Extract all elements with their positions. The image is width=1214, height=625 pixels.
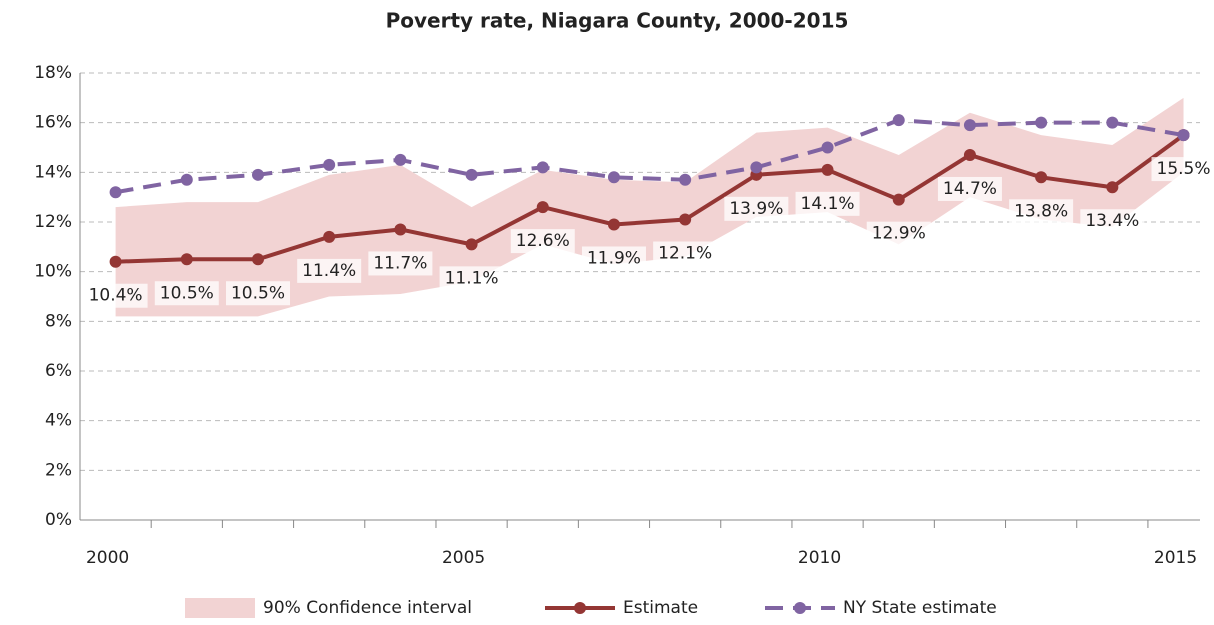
y-tick-label: 14% bbox=[34, 162, 72, 182]
data-point bbox=[963, 119, 976, 132]
data-label: 13.8% bbox=[1014, 201, 1068, 221]
data-point bbox=[892, 193, 905, 206]
data-point bbox=[109, 186, 122, 199]
label-bg bbox=[225, 281, 290, 306]
y-tick-label: 0% bbox=[45, 510, 72, 530]
data-point bbox=[251, 253, 264, 266]
data-point bbox=[607, 218, 620, 231]
data-point bbox=[607, 171, 620, 184]
label-bg bbox=[866, 221, 931, 246]
data-point bbox=[536, 201, 549, 214]
label-bg bbox=[1080, 209, 1145, 234]
data-label: 14.1% bbox=[801, 194, 855, 214]
data-point bbox=[465, 168, 478, 181]
y-tick-label: 4% bbox=[45, 411, 72, 431]
data-label: 12.6% bbox=[516, 231, 570, 251]
data-label: 10.5% bbox=[160, 283, 214, 303]
x-tick-label: 2000 bbox=[86, 548, 129, 568]
data-point bbox=[1177, 129, 1190, 142]
data-label: 14.7% bbox=[943, 179, 997, 199]
x-tick-label: 2010 bbox=[798, 548, 841, 568]
data-point bbox=[180, 173, 193, 186]
data-point bbox=[323, 230, 336, 243]
legend-label: NY State estimate bbox=[843, 598, 997, 618]
x-tick-label: 2015 bbox=[1154, 548, 1197, 568]
y-tick-label: 16% bbox=[34, 113, 72, 133]
data-label: 13.9% bbox=[729, 199, 783, 219]
data-label: 11.7% bbox=[373, 253, 427, 273]
data-label: 11.4% bbox=[302, 261, 356, 281]
data-point bbox=[180, 253, 193, 266]
data-point bbox=[963, 148, 976, 161]
data-point bbox=[1106, 181, 1119, 194]
data-label: 12.1% bbox=[658, 244, 712, 264]
data-label: 10.5% bbox=[231, 283, 285, 303]
series-line bbox=[115, 133, 1185, 264]
label-bg bbox=[297, 258, 362, 283]
data-label: 12.9% bbox=[872, 224, 926, 244]
data-label: 15.5% bbox=[1157, 159, 1211, 179]
chart-title: Poverty rate, Niagara County, 2000-2015 bbox=[386, 9, 849, 33]
label-bg bbox=[937, 176, 1002, 201]
y-tick-label: 8% bbox=[45, 311, 72, 331]
y-tick-label: 2% bbox=[45, 460, 72, 480]
data-point bbox=[750, 161, 763, 174]
y-tick-label: 6% bbox=[45, 361, 72, 381]
legend-label: 90% Confidence interval bbox=[263, 598, 472, 618]
label-bg bbox=[1009, 199, 1074, 224]
label-bg bbox=[439, 266, 504, 291]
y-tick-label: 18% bbox=[34, 63, 72, 83]
data-label: 10.4% bbox=[89, 286, 143, 306]
label-bg bbox=[795, 191, 860, 216]
data-point bbox=[821, 163, 834, 176]
label-bg bbox=[724, 196, 789, 221]
x-tick-label: 2005 bbox=[442, 548, 485, 568]
y-tick-label: 12% bbox=[34, 212, 72, 232]
series-line bbox=[115, 118, 1184, 195]
data-point bbox=[394, 223, 407, 236]
data-label: 11.9% bbox=[587, 248, 641, 268]
data-point bbox=[679, 213, 692, 226]
legend-marker bbox=[574, 602, 586, 614]
data-point bbox=[536, 161, 549, 174]
label-bg bbox=[83, 283, 148, 308]
data-point bbox=[323, 158, 336, 171]
data-label: 13.4% bbox=[1085, 211, 1139, 231]
data-label: 11.1% bbox=[445, 268, 499, 288]
label-bg bbox=[581, 246, 646, 271]
y-tick-label: 10% bbox=[34, 262, 72, 282]
data-point bbox=[1035, 171, 1048, 184]
data-point bbox=[465, 238, 478, 251]
data-point bbox=[109, 255, 122, 268]
legend-marker bbox=[794, 602, 806, 614]
data-point bbox=[1106, 116, 1119, 129]
data-point bbox=[679, 173, 692, 186]
label-bg bbox=[1151, 157, 1214, 182]
label-bg bbox=[510, 229, 575, 254]
data-point bbox=[892, 114, 905, 127]
label-bg bbox=[154, 281, 219, 306]
data-point bbox=[251, 168, 264, 181]
data-point bbox=[1035, 116, 1048, 129]
legend-label: Estimate bbox=[623, 598, 698, 618]
label-bg bbox=[653, 241, 718, 266]
label-bg bbox=[368, 251, 433, 276]
data-point bbox=[821, 141, 834, 154]
legend-swatch bbox=[185, 598, 255, 618]
data-point bbox=[394, 153, 407, 166]
